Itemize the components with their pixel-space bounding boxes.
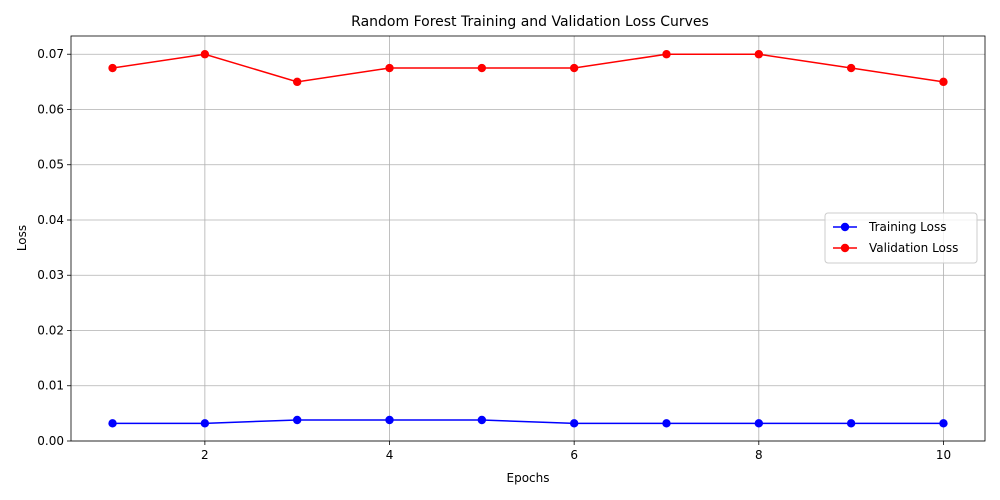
legend: Training Loss Validation Loss: [824, 212, 978, 264]
legend-marker: [840, 222, 850, 232]
validation-loss-series: [108, 50, 948, 87]
training-loss-line: [112, 419, 944, 425]
legend-item-validation-loss: Validation Loss: [833, 241, 958, 255]
validation-loss-point: [292, 77, 302, 87]
x-axis: 2 4 6 8 10: [201, 441, 951, 462]
legend-label: Training Loss: [868, 220, 946, 234]
plot-frame: [70, 35, 986, 442]
validation-loss-point: [477, 63, 487, 73]
validation-loss-point: [846, 63, 856, 73]
x-tick-label: 4: [386, 448, 394, 462]
training-loss-point: [108, 419, 117, 428]
training-loss-series: [108, 415, 948, 428]
y-tick-label: 0.07: [37, 47, 64, 61]
training-loss-point: [200, 419, 210, 428]
validation-loss-point: [662, 50, 671, 59]
series-layer: [108, 50, 948, 428]
training-loss-point: [292, 415, 302, 425]
x-tick-label: 8: [755, 448, 763, 462]
training-loss-point: [846, 419, 856, 428]
y-axis-label: Loss: [15, 225, 29, 251]
validation-loss-line: [112, 53, 944, 83]
validation-loss-point: [385, 63, 394, 73]
training-loss-point: [754, 419, 764, 428]
y-axis: 0.00 0.01 0.02 0.03 0.04 0.05 0.06 0.07: [37, 47, 71, 448]
training-loss-point: [569, 419, 579, 428]
validation-loss-point: [200, 50, 210, 59]
y-tick-label: 0.03: [37, 268, 64, 282]
x-tick-label: 6: [570, 448, 578, 462]
y-tick-label: 0.04: [37, 213, 64, 227]
y-tick-label: 0.00: [37, 434, 64, 448]
y-tick-label: 0.01: [37, 379, 64, 393]
legend-item-training-loss: Training Loss: [833, 220, 946, 234]
x-tick-label: 10: [936, 448, 951, 462]
legend-label: Validation Loss: [869, 241, 958, 255]
x-axis-label: Epochs: [507, 471, 550, 485]
training-loss-point: [662, 419, 671, 428]
validation-loss-point: [108, 63, 117, 73]
training-loss-point: [477, 415, 487, 425]
legend-box: [824, 212, 978, 264]
validation-loss-point: [754, 50, 764, 59]
y-tick-label: 0.02: [37, 323, 64, 337]
x-tick-label: 2: [201, 448, 209, 462]
validation-loss-point: [569, 63, 579, 73]
y-tick-label: 0.05: [37, 158, 64, 172]
chart-title: Random Forest Training and Validation Lo…: [351, 14, 709, 30]
legend-marker: [840, 243, 850, 253]
training-loss-point: [385, 415, 394, 425]
training-loss-point: [939, 419, 948, 428]
validation-loss-point: [939, 77, 948, 87]
y-tick-label: 0.06: [37, 102, 64, 116]
